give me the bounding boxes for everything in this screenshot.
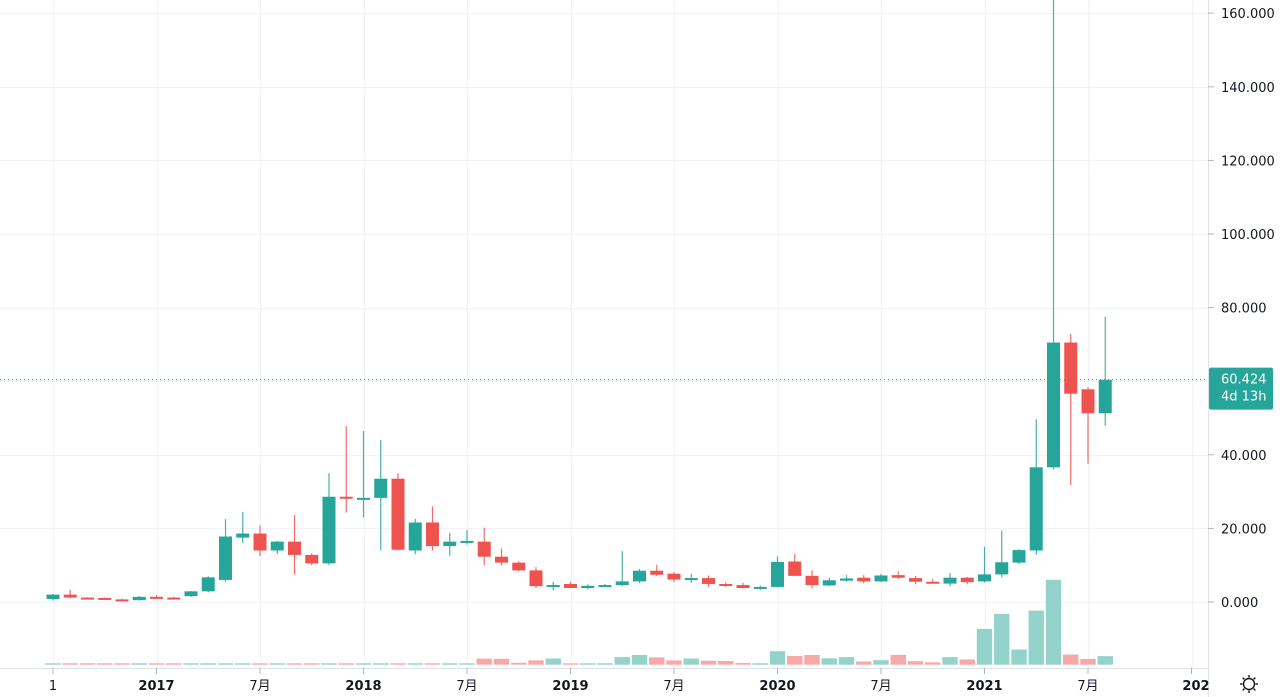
last-price-badge: 60.424 4d 13h [1209, 367, 1273, 410]
time-axis-label: 2017 [138, 679, 174, 694]
volume-bars [44, 579, 1114, 666]
last-price-value: 60.424 [1221, 373, 1267, 388]
price-axis-label: 20.000 [1221, 522, 1267, 537]
price-axis-label: 120.000 [1221, 154, 1275, 169]
price-axis-label: 40.000 [1221, 449, 1267, 464]
candles [46, 0, 1112, 602]
time-axis-label: 7月 [870, 679, 891, 694]
price-axis-label: 140.000 [1221, 81, 1275, 96]
time-axis-label: 202 [1182, 679, 1209, 694]
time-axis-label: 2021 [966, 679, 1002, 694]
gear-icon [1240, 675, 1258, 693]
settings-button[interactable] [1240, 675, 1258, 693]
price-axis-label: 160.000 [1221, 7, 1275, 22]
time-axis[interactable]: 1 2017 7月 2018 7月 2019 7月 2020 7月 2021 7月 202 [49, 668, 1210, 694]
time-axis-label: 7月 [663, 679, 684, 694]
bar-countdown: 4d 13h [1221, 390, 1266, 405]
time-axis-label: 1 [49, 679, 57, 694]
time-axis-label: 7月 [1077, 679, 1098, 694]
time-axis-label: 7月 [456, 679, 477, 694]
price-axis[interactable]: 0.000 20.000 40.000 80.000 100.000 120.000 140… [1208, 7, 1275, 611]
grid-lines [0, 0, 1208, 668]
time-axis-label: 2020 [759, 679, 795, 694]
price-axis-label: 0.000 [1221, 596, 1258, 611]
price-axis-label: 80.000 [1221, 302, 1267, 317]
price-axis-label: 100.000 [1221, 228, 1275, 243]
time-axis-label: 2019 [552, 679, 588, 694]
time-axis-label: 7月 [249, 679, 270, 694]
time-axis-label: 2018 [345, 679, 381, 694]
